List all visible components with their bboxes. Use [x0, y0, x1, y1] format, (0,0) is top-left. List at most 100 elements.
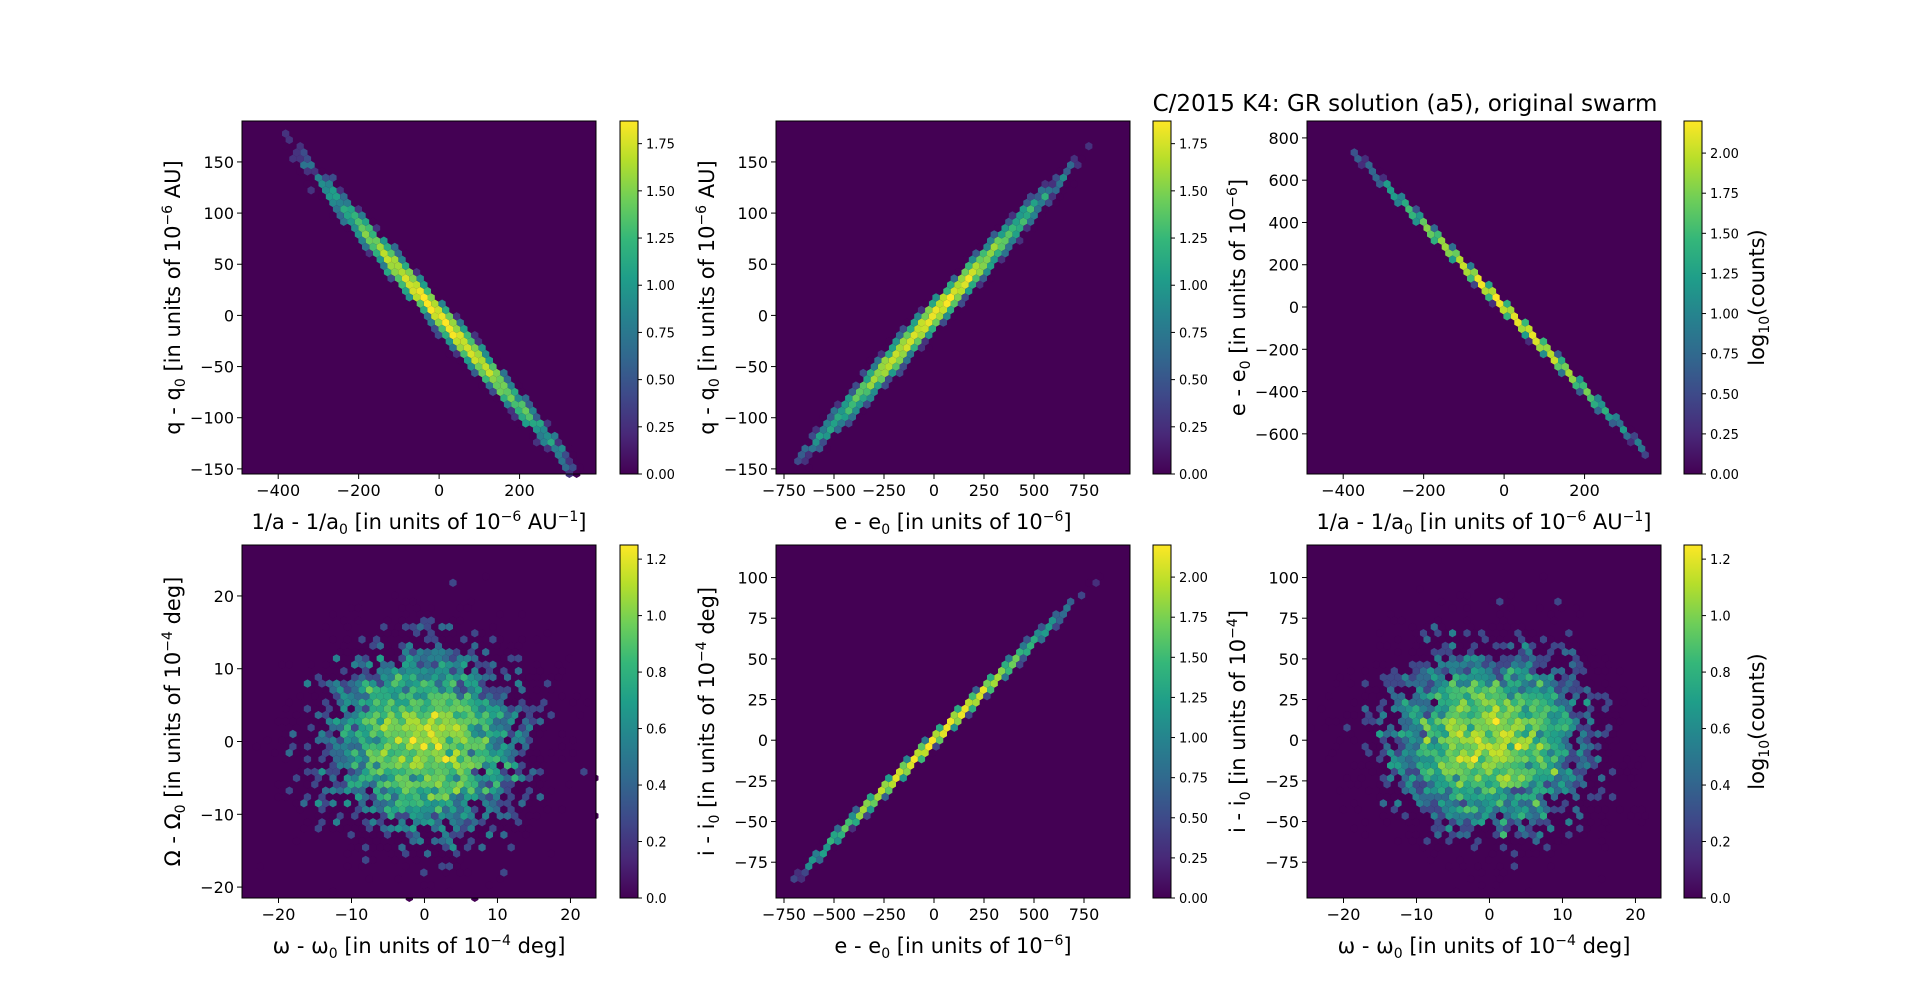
hexbin-cell [460, 736, 468, 745]
hexbin-cell [1456, 679, 1464, 688]
hexbin-cell [536, 792, 544, 802]
hexbin-cell [282, 142, 290, 151]
hexbin-cell [347, 767, 355, 776]
hexbin-cell [1376, 167, 1384, 176]
hexbin-cell [1383, 179, 1391, 189]
hexbin-cell [503, 647, 512, 657]
hexbin-cell [1470, 679, 1478, 688]
hexbin-cell [1521, 641, 1529, 650]
hexbin-cell [976, 692, 984, 701]
hexbin-cell [1376, 179, 1384, 189]
hexbin-cell [823, 843, 831, 852]
hexbin-cell [496, 748, 504, 758]
hexbin-cell [358, 710, 366, 720]
hexbin-cell [438, 685, 446, 695]
hexbin-cell [1496, 299, 1504, 308]
hexbin-cell [434, 305, 443, 315]
hexbin-cell [1008, 211, 1017, 220]
hexbin-cell [493, 654, 501, 663]
colorbar-label: log10(counts) [1745, 229, 1773, 365]
hexbin-cell [340, 641, 348, 650]
hexbin-cell [1499, 805, 1508, 814]
hexbin-cell [823, 444, 831, 453]
hexbin-cell [914, 324, 922, 334]
hexbin-cell [1481, 635, 1489, 644]
hexbin-cell [1485, 729, 1493, 739]
hexbin-cell [514, 419, 523, 428]
hexbin-cell [343, 647, 352, 657]
hexbin-cell [1528, 755, 1537, 764]
hexbin-cell [1394, 799, 1402, 808]
colorbar-tick-label: 0.00 [1710, 468, 1739, 483]
hexbin-cell [1492, 293, 1500, 302]
hexbin-cell [1528, 805, 1537, 814]
y-tick-label: 0 [224, 306, 234, 325]
hexbin-cell [372, 773, 381, 783]
hexbin-cell [979, 261, 987, 271]
hexbin-cell [365, 874, 373, 884]
hexbin-cell [456, 792, 464, 802]
hexbin-cell [536, 704, 544, 713]
hexbin-cell [409, 673, 417, 682]
hexbin-cell [1623, 755, 1631, 764]
hexbin-cell [507, 729, 515, 739]
hexbin-cell [899, 773, 907, 783]
hexbin-cell [463, 666, 472, 676]
hexbin-cell [485, 767, 493, 776]
hexbin-cell [808, 444, 816, 453]
axes-frame [241, 544, 597, 899]
hexbin-cell [1437, 710, 1446, 720]
hexbin-cell [354, 767, 362, 776]
hexbin-cell [453, 824, 461, 833]
hexbin-cell [892, 773, 900, 783]
hexbin-cell [460, 685, 468, 695]
hexbin-cell [1019, 217, 1027, 226]
hexbin-cell [518, 610, 526, 619]
hexbin-cell [362, 242, 370, 252]
hexbin-cell [1558, 654, 1566, 663]
hexbin-cell [402, 597, 410, 606]
hexbin-cell [845, 406, 853, 415]
hexbin-cell [380, 799, 388, 808]
hexbin-cell [1568, 773, 1577, 783]
hexbin-cell [1492, 805, 1500, 814]
hexbin-cell [1437, 736, 1446, 745]
hexbin-cell [514, 406, 523, 415]
hexbin-cell [1430, 698, 1438, 707]
hexbin-cell [489, 622, 497, 632]
hexbin-cell [442, 704, 450, 713]
hexbin-cell [322, 660, 330, 669]
hexbin-cell [1590, 400, 1598, 409]
hexbin-cell [438, 324, 446, 334]
hexbin-cell [376, 704, 384, 713]
hexbin-cell [460, 362, 468, 371]
hexbin-cell [888, 780, 896, 789]
hexbin-cell [445, 836, 453, 846]
hexbin-cell [449, 729, 457, 739]
hexbin-cell [1397, 679, 1406, 688]
hexbin-cell [456, 343, 464, 352]
hexbin-cell [1572, 666, 1580, 676]
hexbin-cell [518, 685, 526, 695]
hexbin-cell [1488, 710, 1497, 720]
hexbin-cell [449, 855, 457, 865]
hexbin-cell [1499, 780, 1508, 789]
hexbin-cell [1481, 736, 1489, 745]
hexbin-cell [394, 811, 402, 821]
hexbin-cell [1572, 641, 1580, 650]
hexbin-cell [336, 748, 344, 758]
hexbin-cell [493, 641, 501, 650]
hexbin-cell [405, 742, 413, 751]
hexbin-cell [525, 773, 533, 783]
hexbin-cell [1445, 249, 1453, 258]
hexbin-cell [1383, 818, 1391, 827]
hexbin-cell [522, 394, 530, 403]
hexbin-cell [1492, 755, 1500, 764]
hexbin-cell [1572, 818, 1580, 827]
hexbin-cell [1452, 811, 1460, 821]
hexbin-cell [1437, 811, 1446, 821]
hexbin-cell [1096, 572, 1104, 581]
hexbin-cell [398, 805, 406, 814]
hexbin-cell [845, 394, 853, 403]
hexbin-cell [1332, 717, 1340, 726]
